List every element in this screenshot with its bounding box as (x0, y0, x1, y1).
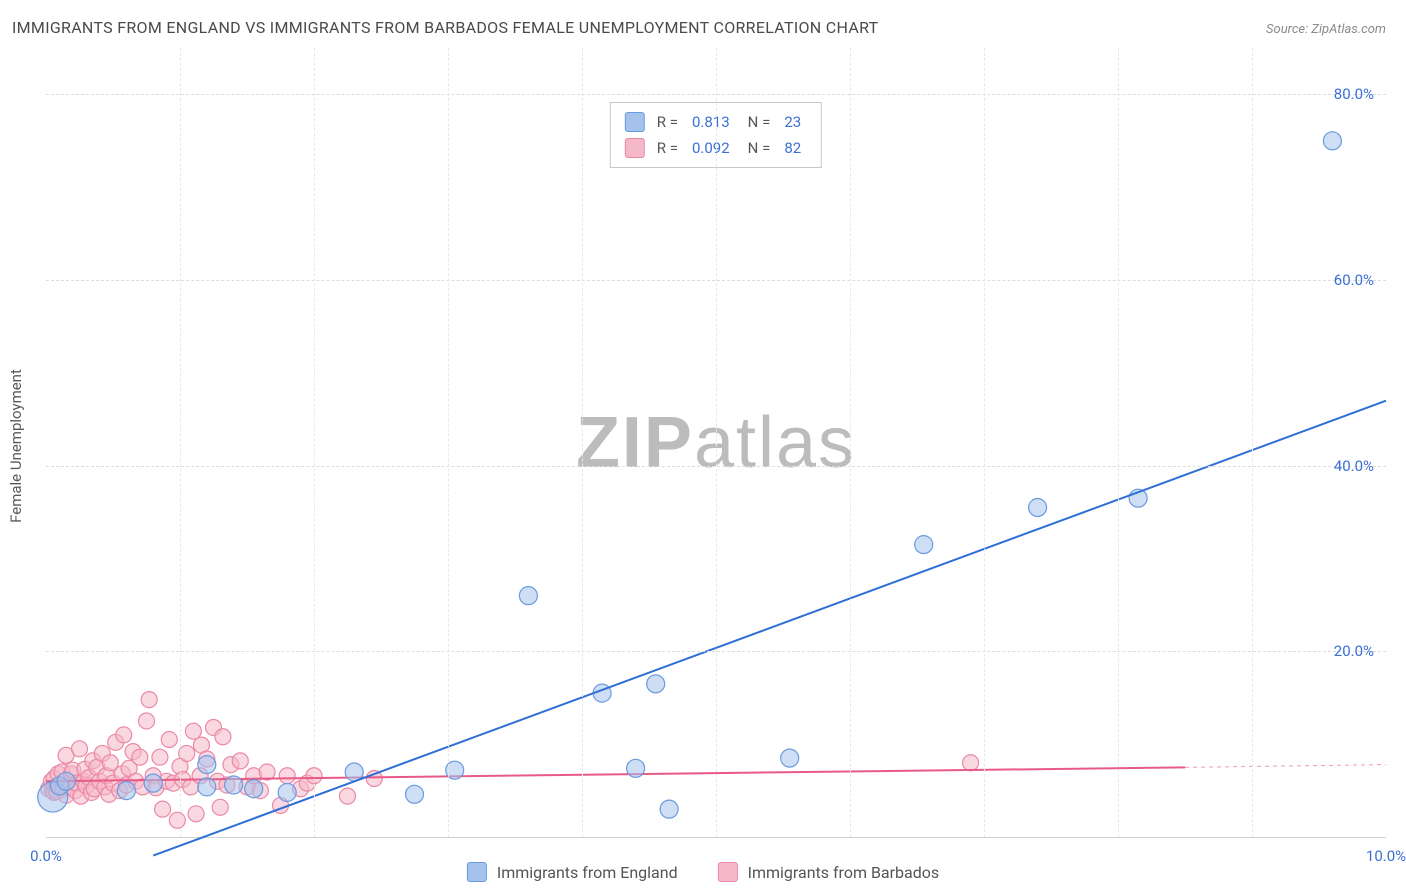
data-point (139, 713, 155, 729)
grid-line-v (1252, 48, 1253, 837)
plot-area: ZIPatlas R = 0.813 N = 23 R = 0.092 N = … (46, 48, 1386, 838)
legend-label-barbados: Immigrants from Barbados (748, 863, 940, 882)
x-tick-label: 10.0% (1366, 847, 1406, 865)
corr-england-r: 0.813 (692, 113, 730, 131)
y-tick-label: 20.0% (1334, 642, 1374, 660)
data-point (1323, 132, 1341, 150)
data-point (963, 755, 979, 771)
corr-label-r: R = (657, 113, 678, 131)
legend-label-england: Immigrants from England (497, 863, 678, 882)
legend-swatch-barbados (718, 862, 738, 882)
data-point (647, 675, 665, 693)
data-point (179, 745, 195, 761)
grid-line-v (180, 48, 181, 837)
data-point (198, 756, 216, 774)
data-point (161, 732, 177, 748)
data-point (212, 799, 228, 815)
data-point (519, 587, 537, 605)
trend-line (153, 401, 1386, 856)
data-point (406, 785, 424, 803)
grid-line-v (1118, 48, 1119, 837)
x-tick-label: 0.0% (30, 847, 62, 865)
data-point (144, 774, 162, 792)
chart-container: IMMIGRANTS FROM ENGLAND VS IMMIGRANTS FR… (0, 0, 1406, 892)
data-point (781, 749, 799, 767)
corr-barbados-n: 82 (784, 139, 801, 157)
data-point (155, 801, 171, 817)
data-point (245, 780, 263, 798)
data-point (152, 749, 168, 765)
legend-swatch-england (467, 862, 487, 882)
grid-line-v (314, 48, 315, 837)
data-point (198, 778, 216, 796)
y-tick-label: 60.0% (1334, 271, 1374, 289)
data-point (185, 723, 201, 739)
data-point (169, 812, 185, 828)
trend-line-dashed (1185, 765, 1386, 768)
data-point (116, 727, 132, 743)
data-point (141, 692, 157, 708)
data-point (188, 806, 204, 822)
data-point (278, 783, 296, 801)
data-point (915, 536, 933, 554)
grid-line-v (716, 48, 717, 837)
corr-barbados-r: 0.092 (692, 139, 730, 157)
data-point (57, 772, 75, 790)
chart-title: IMMIGRANTS FROM ENGLAND VS IMMIGRANTS FR… (12, 18, 878, 37)
grid-line-v (984, 48, 985, 837)
source-label: Source: ZipAtlas.com (1266, 22, 1386, 37)
grid-line-v (850, 48, 851, 837)
data-point (232, 753, 248, 769)
data-point (340, 788, 356, 804)
data-point (225, 776, 243, 794)
corr-label-n-2: N = (748, 139, 771, 157)
swatch-england (625, 112, 645, 132)
legend-item-barbados: Immigrants from Barbados (718, 862, 940, 882)
data-point (627, 759, 645, 777)
corr-label-n: N = (748, 113, 771, 131)
swatch-barbados (625, 138, 645, 158)
data-point (215, 729, 231, 745)
corr-label-r-2: R = (657, 139, 678, 157)
data-point (132, 749, 148, 765)
data-point (117, 782, 135, 800)
grid-line-v (582, 48, 583, 837)
grid-line-v (448, 48, 449, 837)
y-axis-label: Female Unemployment (7, 369, 25, 523)
y-tick-label: 40.0% (1334, 457, 1374, 475)
data-point (1029, 498, 1047, 516)
data-point (660, 800, 678, 818)
y-tick-label: 80.0% (1334, 85, 1374, 103)
data-point (72, 741, 88, 757)
bottom-legend: Immigrants from England Immigrants from … (467, 862, 939, 882)
data-point (279, 768, 295, 784)
corr-england-n: 23 (784, 113, 801, 131)
legend-item-england: Immigrants from England (467, 862, 678, 882)
